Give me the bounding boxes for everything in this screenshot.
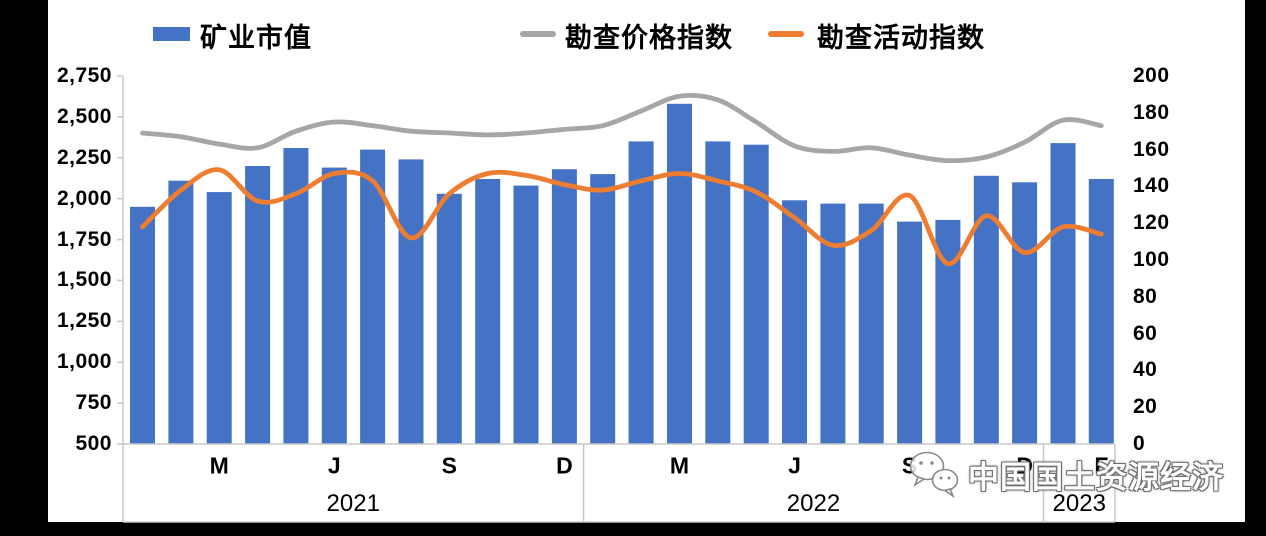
right-axis-tick-label: 120: [1133, 211, 1170, 235]
bar-2021-11: [513, 185, 539, 444]
left-axis-tick-label: 1,250: [56, 309, 112, 333]
bar-2021-09: [436, 193, 462, 444]
legend-swatch-bar-0: [153, 27, 190, 41]
right-axis-tick-label: 80: [1133, 284, 1158, 308]
bar-2022-02: [628, 141, 654, 444]
bar-2022-04: [705, 141, 731, 444]
watermark-text: 中国国土资源经济: [968, 459, 1224, 495]
x-axis-month-label: J: [788, 452, 801, 479]
right-axis-tick-label: 20: [1133, 395, 1158, 419]
left-axis-tick-label: 2,250: [56, 145, 112, 169]
x-axis-year-label: 2021: [326, 490, 380, 517]
x-axis-month-label: F: [1094, 452, 1109, 479]
right-axis-tick-label: 60: [1133, 321, 1158, 345]
bar-2021-08: [398, 159, 424, 444]
right-axis-tick-label: 0: [1133, 432, 1146, 455]
right-axis-tick-label: 40: [1133, 358, 1158, 382]
legend-swatch-line-1: [520, 31, 556, 37]
legend-swatch-line-2: [768, 31, 804, 37]
legend-label-1: 勘查价格指数: [565, 23, 733, 53]
left-axis-tick-label: 1,750: [56, 227, 112, 251]
bar-2021-04: [245, 166, 271, 444]
bar-2023-02: [1088, 179, 1114, 444]
x-axis-month-label: D: [556, 452, 573, 479]
right-axis-tick-label: 140: [1133, 174, 1170, 198]
x-axis-month-label: S: [441, 452, 457, 479]
line-勘查活动指数: [140, 167, 1104, 267]
chart-legend: 矿业市值 勘查价格指数 勘查活动指数: [0, 0, 1266, 60]
legend-label-0: 矿业市值: [200, 23, 312, 53]
bar-2021-01: [130, 206, 155, 444]
right-axis-tick-label: 100: [1133, 248, 1170, 271]
bar-2022-01: [590, 174, 616, 444]
bar-2021-10: [475, 179, 501, 444]
right-axis-tick-label: 180: [1133, 100, 1170, 124]
bar-2021-03: [206, 192, 232, 444]
x-axis-month-label: M: [209, 452, 229, 479]
left-axis-tick-label: 1,000: [56, 350, 112, 374]
wechat-icon: [909, 451, 959, 499]
watermark: 中国国土资源经济: [906, 449, 1224, 499]
right-axis-tick-label: 200: [1133, 64, 1170, 87]
line-勘查价格指数: [140, 93, 1104, 164]
legend-label-2: 勘查活动指数: [817, 23, 985, 53]
left-axis-tick-label: 1,500: [56, 268, 112, 292]
bar-2022-12: [1012, 182, 1038, 445]
left-axis-tick-label: 2,750: [56, 64, 112, 87]
x-axis-year-label: 2022: [786, 490, 841, 517]
x-axis-month-label: D: [1016, 452, 1033, 479]
bar-2023-01: [1050, 143, 1076, 444]
bar-2021-07: [360, 149, 386, 444]
x-axis-month-label: M: [669, 452, 690, 479]
bar-2021-06: [321, 167, 347, 444]
left-axis-tick-label: 2,000: [56, 186, 112, 210]
bar-2022-03: [667, 103, 692, 445]
bar-2022-06: [782, 200, 807, 444]
bar-2022-09: [897, 221, 923, 444]
bar-2021-12: [551, 169, 577, 444]
bar-2021-02: [168, 180, 194, 444]
right-axis-tick-label: 160: [1133, 137, 1170, 161]
bar-2022-08: [858, 203, 884, 444]
left-axis-tick-label: 2,500: [56, 104, 112, 128]
left-axis-tick-label: 500: [75, 432, 112, 455]
x-axis-year-label: 2023: [1052, 490, 1106, 517]
x-axis-month-label: J: [327, 452, 341, 479]
left-axis-tick-label: 750: [75, 391, 112, 415]
